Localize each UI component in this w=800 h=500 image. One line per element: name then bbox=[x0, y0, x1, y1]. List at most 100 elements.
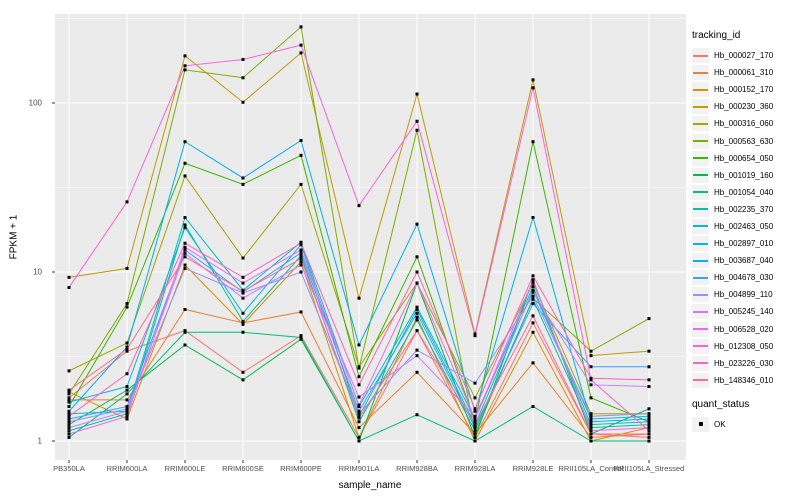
data-point bbox=[531, 279, 535, 283]
series-line-swatch-icon bbox=[692, 201, 709, 217]
data-point bbox=[357, 296, 361, 300]
data-point bbox=[183, 216, 187, 220]
data-point bbox=[473, 417, 477, 421]
data-point bbox=[357, 414, 361, 418]
data-point bbox=[67, 396, 71, 400]
series-line-swatch-icon bbox=[692, 48, 709, 64]
data-point bbox=[589, 435, 593, 439]
legend-item-label: Hb_000027_170 bbox=[714, 51, 774, 61]
x-tick-label: PB350LA bbox=[53, 464, 85, 473]
data-point bbox=[589, 432, 593, 436]
legend-item-label: Hb_001054_040 bbox=[714, 187, 774, 197]
legend-item: Hb_000316_060 bbox=[692, 115, 798, 132]
data-point bbox=[241, 370, 245, 374]
data-point bbox=[647, 317, 651, 321]
data-point bbox=[67, 432, 71, 436]
legend-item-label: OK bbox=[714, 419, 726, 429]
data-point bbox=[357, 343, 361, 347]
data-point bbox=[299, 241, 303, 245]
legend-item: Hb_000563_630 bbox=[692, 132, 798, 149]
legend-item-label: Hb_000230_360 bbox=[714, 102, 774, 112]
data-point bbox=[125, 409, 129, 413]
data-point bbox=[415, 318, 419, 322]
data-point bbox=[125, 341, 129, 345]
series-line-swatch-icon bbox=[692, 338, 709, 354]
legend-item-label: Hb_001019_160 bbox=[714, 170, 774, 180]
data-point bbox=[183, 263, 187, 267]
data-point bbox=[415, 119, 419, 123]
legend-item-label: Hb_006528_020 bbox=[714, 324, 774, 334]
legend-item-label: Hb_005245_140 bbox=[714, 307, 774, 317]
data-point bbox=[299, 43, 303, 47]
data-point bbox=[531, 78, 535, 82]
data-point bbox=[67, 392, 71, 396]
data-point bbox=[67, 369, 71, 373]
data-point bbox=[531, 290, 535, 294]
legend-item: Hb_004678_030 bbox=[692, 269, 798, 286]
data-point bbox=[357, 383, 361, 387]
series-line-swatch-icon bbox=[692, 372, 709, 388]
series-line-swatch-icon bbox=[692, 321, 709, 337]
legend-item-label: Hb_000061_310 bbox=[714, 68, 774, 78]
data-point bbox=[357, 375, 361, 379]
data-point bbox=[647, 420, 651, 424]
data-point bbox=[299, 138, 303, 142]
x-tick-label: RRIM600SE bbox=[222, 464, 264, 473]
data-point bbox=[589, 349, 593, 353]
data-point bbox=[473, 409, 477, 413]
data-point bbox=[473, 332, 477, 336]
legend-item-label: Hb_000152_170 bbox=[714, 85, 774, 95]
legend-item: Hb_002463_050 bbox=[692, 218, 798, 235]
data-point bbox=[67, 409, 71, 413]
data-point bbox=[299, 310, 303, 314]
data-point bbox=[125, 372, 129, 376]
data-point bbox=[589, 423, 593, 427]
data-point bbox=[299, 25, 303, 29]
legend-item-label: Hb_000654_050 bbox=[714, 153, 774, 163]
data-point bbox=[125, 385, 129, 389]
series-line-swatch-icon bbox=[692, 82, 709, 98]
data-point bbox=[241, 57, 245, 61]
data-point bbox=[531, 140, 535, 144]
data-point bbox=[589, 439, 593, 443]
data-point bbox=[473, 426, 477, 430]
x-tick-label: RRIM600PE bbox=[280, 464, 322, 473]
data-point bbox=[531, 361, 535, 365]
data-point bbox=[415, 92, 419, 96]
legend-item-label: Hb_148346_010 bbox=[714, 375, 774, 385]
y-tick-label: 1 bbox=[37, 436, 42, 446]
data-point bbox=[473, 439, 477, 443]
data-point bbox=[647, 423, 651, 427]
data-point bbox=[241, 76, 245, 80]
data-point bbox=[67, 275, 71, 279]
data-point bbox=[589, 429, 593, 433]
series-line-swatch-icon bbox=[692, 150, 709, 166]
data-point bbox=[299, 248, 303, 252]
data-point bbox=[299, 153, 303, 157]
data-point bbox=[183, 241, 187, 245]
data-point bbox=[67, 285, 71, 289]
data-point bbox=[531, 297, 535, 301]
data-point bbox=[299, 335, 303, 339]
data-point bbox=[357, 395, 361, 399]
data-point bbox=[415, 315, 419, 319]
data-point bbox=[415, 413, 419, 417]
data-point bbox=[415, 370, 419, 374]
data-point bbox=[357, 416, 361, 420]
data-point bbox=[647, 429, 651, 433]
x-tick-label: RRIM928LE bbox=[512, 464, 554, 473]
data-point bbox=[299, 337, 303, 341]
data-point bbox=[473, 414, 477, 418]
data-point bbox=[241, 100, 245, 104]
data-point bbox=[67, 390, 71, 394]
data-point bbox=[183, 343, 187, 347]
data-point bbox=[531, 86, 535, 90]
series-line-swatch-icon bbox=[692, 253, 709, 269]
data-point bbox=[647, 365, 651, 369]
data-point bbox=[415, 281, 419, 285]
y-axis-title: FPKM + 1 bbox=[8, 214, 20, 260]
data-point bbox=[67, 429, 71, 433]
data-point bbox=[183, 161, 187, 165]
data-point bbox=[67, 412, 71, 416]
data-point bbox=[589, 354, 593, 358]
